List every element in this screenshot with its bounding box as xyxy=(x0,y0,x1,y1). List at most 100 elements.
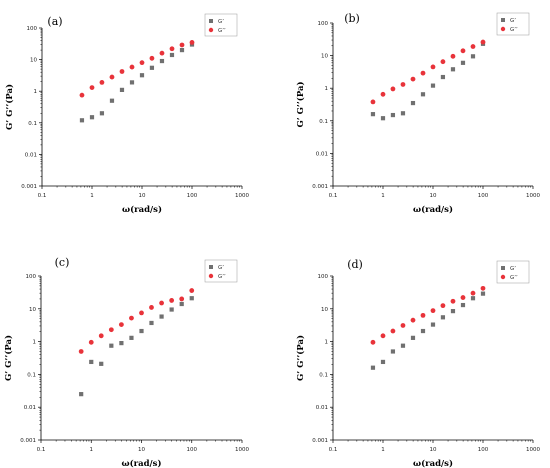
y-tick-label: 0.1 xyxy=(28,121,37,127)
data-point-g-prime xyxy=(179,47,185,53)
data-point-g-double-prime xyxy=(400,82,406,87)
x-tick-label: 100 xyxy=(478,447,489,453)
legend-marker-g-double-prime xyxy=(500,274,506,280)
data-point-g-prime xyxy=(400,111,406,116)
data-point-g-double-prime xyxy=(440,303,446,309)
x-tick-label: 100 xyxy=(187,193,198,199)
data-point-g-prime xyxy=(109,98,115,103)
data-point-g-double-prime xyxy=(99,79,105,85)
data-point-g-prime xyxy=(480,291,486,296)
data-point-g-double-prime xyxy=(98,333,104,339)
data-point-g-double-prime xyxy=(480,285,486,291)
data-point-g-double-prime xyxy=(440,59,446,65)
data-point-g-prime xyxy=(440,315,446,320)
x-tick-label: 0.1 xyxy=(329,193,338,199)
y-axis-title: G’ G’’(Pa) xyxy=(295,81,306,127)
data-point-g-double-prime xyxy=(400,323,406,328)
legend-marker-g-prime xyxy=(209,19,213,23)
legend: G’ G’’ xyxy=(496,12,530,36)
data-point-g-prime xyxy=(109,343,114,348)
data-point-g-prime xyxy=(129,80,135,85)
data-point-g-prime xyxy=(189,296,194,301)
data-point-g-double-prime xyxy=(179,296,185,302)
y-axis-title: G’ G’’(Pa) xyxy=(4,84,15,130)
data-point-g-prime xyxy=(159,58,165,64)
y-tick-label: 100 xyxy=(27,26,38,32)
y-tick-label: 0.001 xyxy=(312,184,328,190)
x-tick-label: 1 xyxy=(90,447,94,453)
y-tick-label: 100 xyxy=(318,21,329,27)
x-tick-label: 10 xyxy=(430,447,437,453)
y-tick-label: 0.1 xyxy=(319,372,328,378)
data-point-g-double-prime xyxy=(420,312,426,318)
y-tick-label: 0.001 xyxy=(312,438,328,444)
x-tick-label: 1000 xyxy=(526,193,540,199)
legend-label: G’ xyxy=(510,18,516,24)
x-tick-label: 0.1 xyxy=(37,447,46,453)
data-point-g-prime xyxy=(169,307,174,312)
x-tick-label: 10 xyxy=(430,193,437,199)
data-point-g-double-prime xyxy=(189,288,195,293)
data-point-g-double-prime xyxy=(390,328,396,334)
data-point-g-double-prime xyxy=(450,298,456,304)
y-tick-label: 10 xyxy=(321,54,328,60)
data-point-g-prime xyxy=(129,335,134,340)
legend: G’ G’’ xyxy=(204,259,238,283)
data-point-g-double-prime xyxy=(118,322,124,327)
y-tick-label: 0.1 xyxy=(27,372,36,378)
data-point-g-prime xyxy=(79,118,85,123)
x-tick-label: 1000 xyxy=(235,193,249,199)
data-point-g-double-prime xyxy=(470,44,476,49)
data-point-g-prime xyxy=(470,54,476,59)
x-tick-label: 10 xyxy=(138,447,145,453)
x-tick-label: 1 xyxy=(90,193,94,199)
chart-panel: 0.1 1 10 100 1000 0.001 0.01 0.1 1 10 100 ω(rad/s) G… xyxy=(295,12,540,215)
panel-label: (c) xyxy=(55,256,70,269)
data-point-g-prime xyxy=(470,296,476,301)
y-tick-label: 0.01 xyxy=(316,405,328,411)
data-point-g-double-prime xyxy=(450,53,456,59)
x-tick-label: 100 xyxy=(187,447,198,453)
data-point-g-double-prime xyxy=(169,298,175,303)
chart-panel: 0.1 1 10 100 1000 0.001 0.01 0.1 1 10 100 ω(rad/s) G… xyxy=(295,258,540,468)
x-tick-label: 0.1 xyxy=(329,447,338,453)
data-point-g-double-prime xyxy=(159,50,165,56)
data-point-g-double-prime xyxy=(460,295,466,300)
y-tick-label: 0.01 xyxy=(24,405,36,411)
data-point-g-double-prime xyxy=(430,64,436,70)
y-axis-title: G’ G’’(Pa) xyxy=(3,335,14,381)
legend-label: G’ xyxy=(218,265,224,271)
data-point-g-prime xyxy=(89,359,94,365)
x-tick-label: 0.1 xyxy=(38,193,47,199)
legend-label: G’’ xyxy=(510,27,518,33)
data-point-g-prime xyxy=(89,115,95,120)
data-point-g-double-prime xyxy=(179,42,185,48)
legend-marker-g-prime xyxy=(501,18,505,22)
y-tick-label: 10 xyxy=(29,307,36,313)
legend-marker-g-double-prime xyxy=(208,27,214,33)
y-tick-label: 1 xyxy=(34,89,38,95)
y-axis-title: G’ G’’(Pa) xyxy=(295,335,306,381)
y-tick-label: 10 xyxy=(30,58,37,64)
data-point-g-double-prime xyxy=(78,349,84,354)
data-point-g-double-prime xyxy=(460,48,466,54)
x-axis-title: ω(rad/s) xyxy=(122,458,162,468)
data-point-g-prime xyxy=(380,116,386,121)
data-point-g-prime xyxy=(119,341,124,346)
data-point-g-prime xyxy=(420,92,426,97)
data-point-g-double-prime xyxy=(139,60,145,66)
legend: G’ G’’ xyxy=(204,13,238,37)
y-tick-label: 0.001 xyxy=(21,184,37,190)
x-axis-title: ω(rad/s) xyxy=(413,458,453,468)
data-point-g-prime xyxy=(450,67,456,72)
chart-panel: 0.1 1 10 100 1000 0.001 0.01 0.1 1 10 100 ω(rad/s) G… xyxy=(3,256,249,468)
data-point-g-prime xyxy=(380,359,386,365)
y-tick-label: 1 xyxy=(325,340,329,346)
y-tick-label: 0.01 xyxy=(25,152,37,158)
data-point-g-double-prime xyxy=(89,85,95,90)
data-point-g-prime xyxy=(420,328,426,334)
data-point-g-prime xyxy=(79,392,84,397)
data-point-g-prime xyxy=(400,343,406,348)
data-point-g-double-prime xyxy=(189,40,195,45)
panel-label: (a) xyxy=(47,15,62,28)
